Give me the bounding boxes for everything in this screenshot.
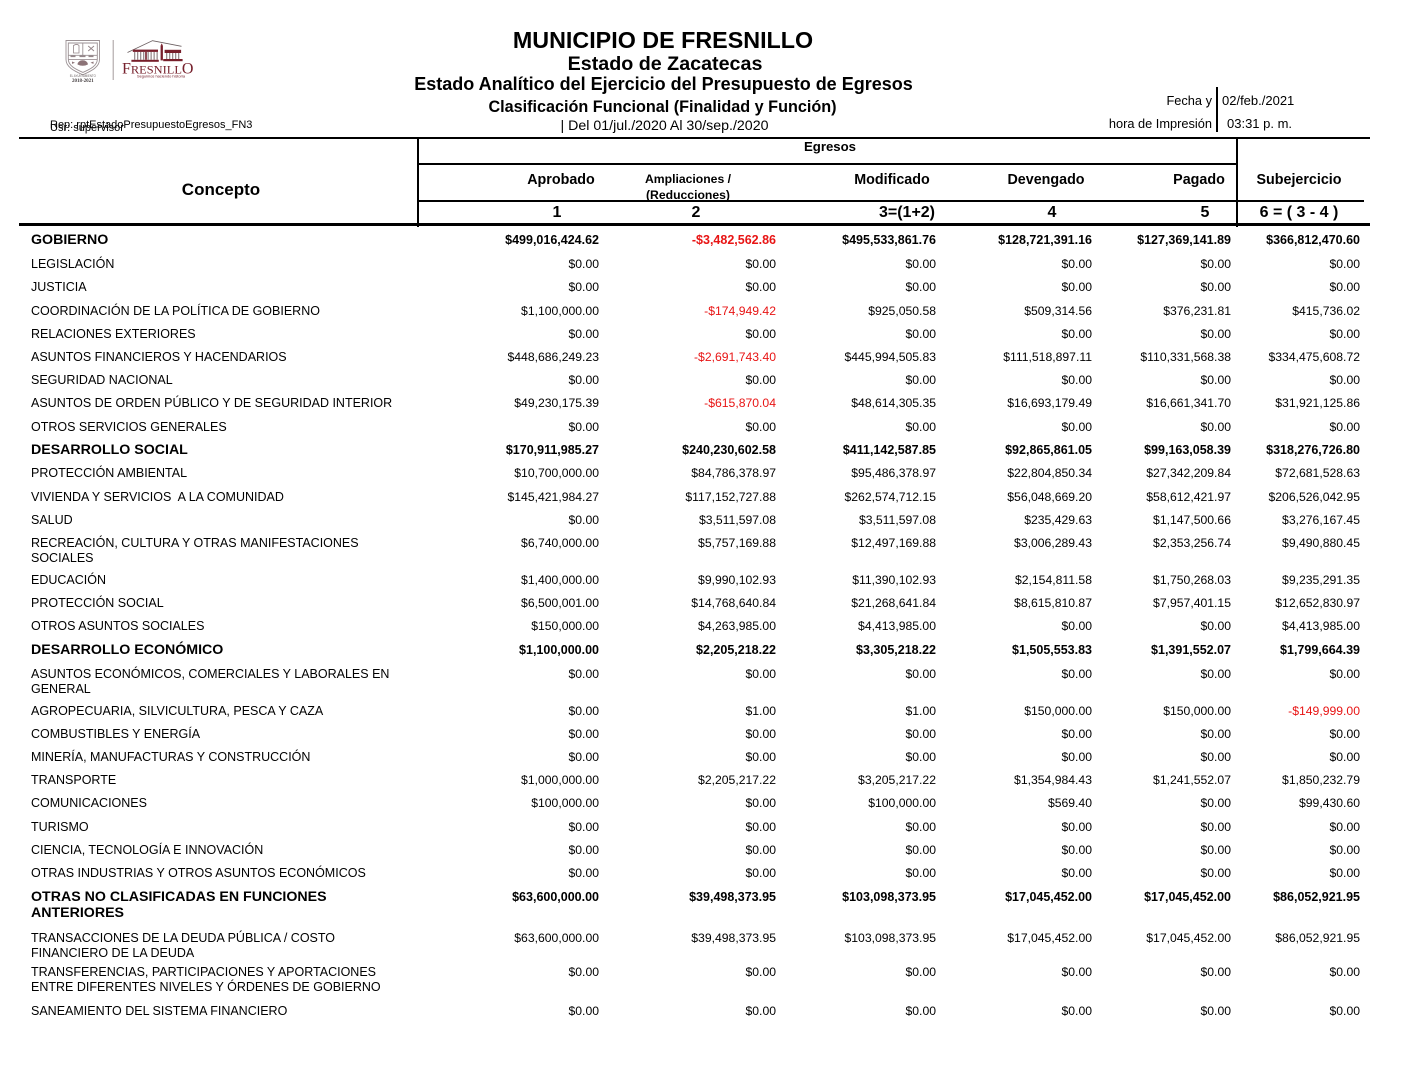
svg-text:FRESNILLO: FRESNILL O <box>122 61 194 78</box>
svg-text:Seguimos haciendo historia: Seguimos haciendo historia <box>137 75 185 79</box>
svg-text:2018-2021: 2018-2021 <box>72 79 94 84</box>
svg-text:EL AYUNTAMIENTO: EL AYUNTAMIENTO <box>70 74 96 78</box>
